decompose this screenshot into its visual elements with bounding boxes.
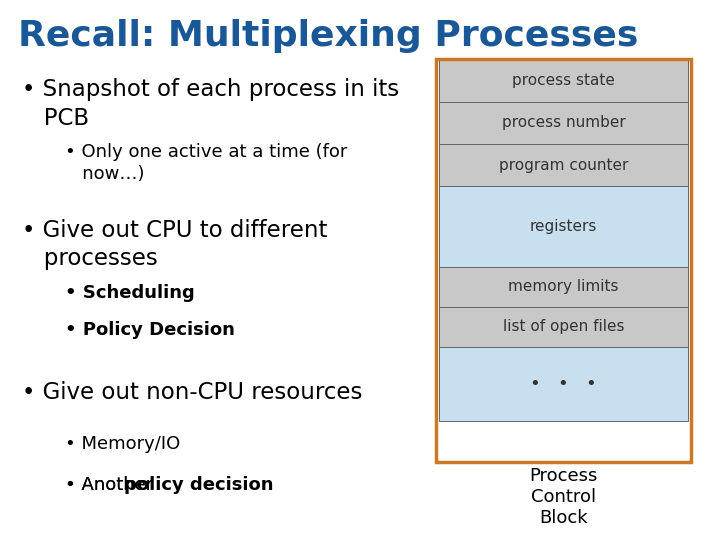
Text: memory limits: memory limits: [508, 279, 618, 294]
Text: • Policy Decision: • Policy Decision: [65, 321, 235, 339]
Text: list of open files: list of open files: [503, 320, 624, 334]
Bar: [439, 59, 688, 102]
Text: • Give out CPU to different
   processes: • Give out CPU to different processes: [22, 219, 327, 270]
Text: Recall: Multiplexing Processes: Recall: Multiplexing Processes: [18, 19, 639, 53]
Text: • Scheduling: • Scheduling: [65, 284, 194, 301]
Text: • Give out non-CPU resources: • Give out non-CPU resources: [22, 381, 362, 404]
Text: policy decision: policy decision: [124, 476, 274, 494]
Bar: [439, 102, 688, 144]
Bar: [439, 186, 688, 267]
Bar: [439, 347, 688, 421]
Text: process number: process number: [502, 115, 625, 130]
Bar: [439, 307, 688, 347]
Text: • Memory/IO: • Memory/IO: [65, 435, 180, 453]
Text: process state: process state: [512, 73, 615, 88]
Text: Process
Control
Block: Process Control Block: [529, 467, 598, 526]
Text: • Another: • Another: [65, 476, 159, 494]
Text: • Another: • Another: [65, 476, 159, 494]
Bar: [436, 59, 691, 462]
Text: • Only one active at a time (for
   now…): • Only one active at a time (for now…): [65, 143, 347, 183]
Text: •   •   •: • • •: [530, 375, 597, 393]
Text: registers: registers: [530, 219, 597, 234]
Text: program counter: program counter: [499, 158, 628, 172]
Bar: [439, 267, 688, 307]
Bar: [439, 144, 688, 186]
Text: • Snapshot of each process in its
   PCB: • Snapshot of each process in its PCB: [22, 78, 399, 130]
